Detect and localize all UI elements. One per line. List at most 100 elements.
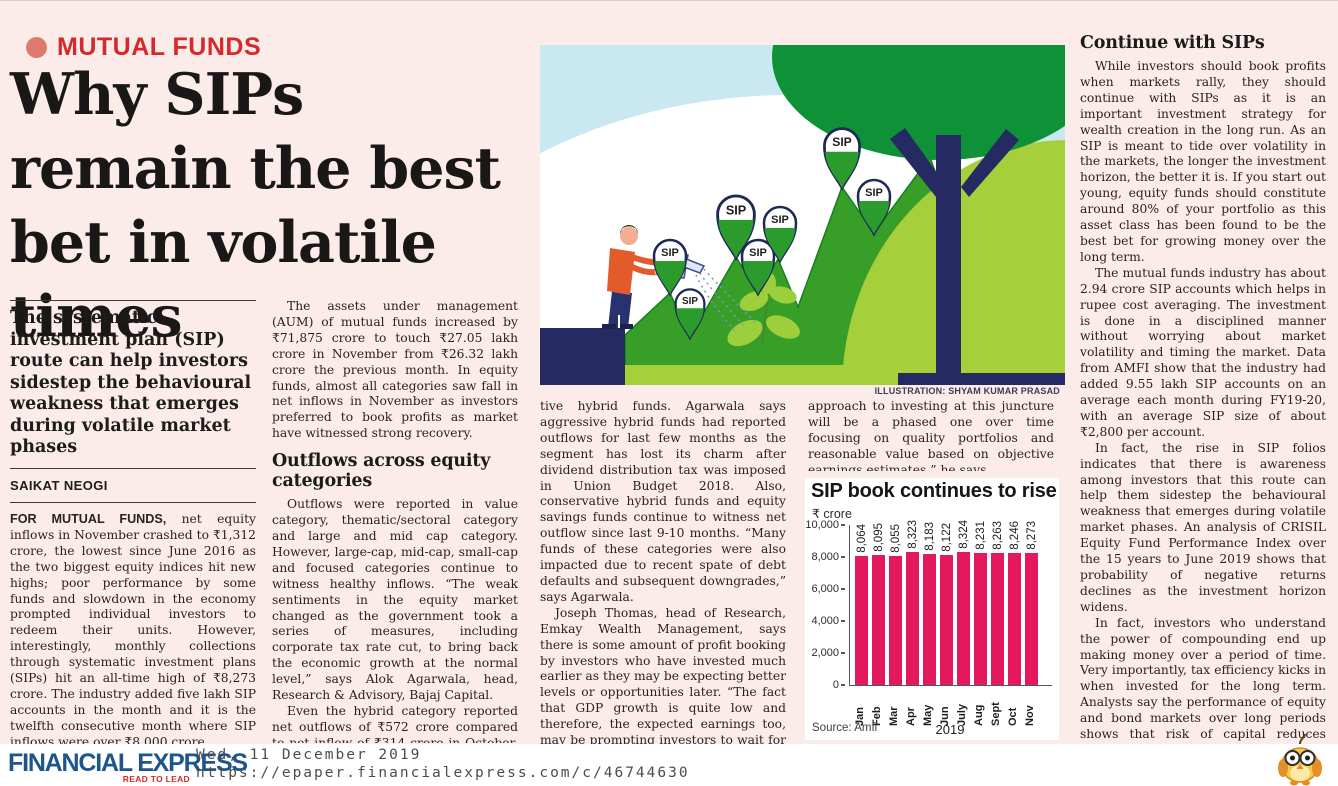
chart-xlabels: Jan Feb Mar Apr May Jun July Aug Sept Oct Nov xyxy=(849,688,1056,726)
chart-bar: 8,231 xyxy=(974,521,987,685)
top-divider xyxy=(0,0,1338,1)
paragraph: The mutual funds industry has about 2.94… xyxy=(1080,265,1326,439)
publication-logo: FINANCIAL EXPRESS READ TO LEAD xyxy=(8,749,248,784)
chart-y-tick: 10,000 xyxy=(805,519,845,531)
chart-bar: 8,263 xyxy=(991,521,1004,685)
platform xyxy=(540,328,625,385)
body-column-3: tive hybrid funds. Agarwala says aggress… xyxy=(540,399,786,745)
divider xyxy=(10,467,256,469)
chart-bar-value: 8,273 xyxy=(1025,521,1038,550)
section-heading: Outflows across equity categories xyxy=(272,451,491,492)
paragraph: The assets under management (AUM) of mut… xyxy=(272,299,518,441)
chart-y-tick: 6,000 xyxy=(811,583,845,595)
chart-bar-value: 8,064 xyxy=(855,524,868,553)
divider xyxy=(10,501,256,503)
body-column-5: Continue with SIPs While investors shoul… xyxy=(1080,33,1326,745)
chart-x-label: Oct xyxy=(1007,707,1019,726)
logo-tagline: READ TO LEAD xyxy=(122,774,190,784)
section-label: MUTUAL FUNDS xyxy=(57,33,262,61)
sip-pin-label: SIP xyxy=(832,135,852,149)
body-column-2: The assets under management (AUM) of mut… xyxy=(272,299,518,743)
illustration: SIP SIP SIP SIP SIP SIP SIP xyxy=(540,45,1065,385)
chart-bar-value: 8,246 xyxy=(1008,521,1021,550)
capture-stamp: Wed, 11 December 2019 https://epaper.fin… xyxy=(196,746,690,782)
water-drops xyxy=(695,268,759,334)
chart-bar-value: 8,324 xyxy=(957,520,970,549)
chart-x-label: Sept xyxy=(990,702,1002,726)
chart-bar: 8,055 xyxy=(889,524,902,685)
body-column-4: approach to investing at this juncture w… xyxy=(808,399,1054,471)
paragraph: approach to investing at this juncture w… xyxy=(808,399,1054,471)
paragraph-text: net equity inflows in November crashed t… xyxy=(10,512,256,744)
chart-title: SIP book continues to rise xyxy=(811,480,1057,502)
chart-bar: 8,064 xyxy=(855,524,868,685)
tree-trunk xyxy=(890,128,1065,385)
chart-bar-value: 8,122 xyxy=(940,523,953,552)
paragraph: In fact, the rise in SIP folios indicate… xyxy=(1080,440,1326,614)
chart-bar: 8,323 xyxy=(906,520,919,685)
chart-bar-value: 8,055 xyxy=(889,524,902,553)
chart-bar: 8,122 xyxy=(940,523,953,685)
chart-bar: 8,246 xyxy=(1008,521,1021,685)
chart-bar-value: 8,323 xyxy=(906,520,919,549)
chart-bar-value: 8,183 xyxy=(923,522,936,551)
chart-x-label: Jan xyxy=(854,707,866,726)
chart-x-label: Jun xyxy=(939,706,951,726)
sip-chart: SIP book continues to rise ₹ crore 10,00… xyxy=(805,478,1059,740)
chart-x-label: July xyxy=(956,703,968,726)
paragraph: Even the hybrid category reported net ou… xyxy=(272,703,518,743)
paragraph: Outflows were reported in value category… xyxy=(272,497,518,703)
sip-pin-label: SIP xyxy=(865,187,883,199)
chart-x-label: Feb xyxy=(871,706,883,726)
chart-x-label: Apr xyxy=(905,707,917,726)
paragraph: In fact, investors who understand the po… xyxy=(1080,615,1326,745)
sip-pin-label: SIP xyxy=(749,247,767,259)
chart-x-label: May xyxy=(922,704,934,726)
owl-mascot-icon[interactable] xyxy=(1274,730,1326,786)
sip-pin-label: SIP xyxy=(682,296,698,307)
footer-bar: FINANCIAL EXPRESS READ TO LEAD Wed, 11 D… xyxy=(0,733,1338,786)
chart-yaxis: 10,000 8,000 6,000 4,000 2,000 0 xyxy=(805,519,847,691)
chart-x-label: Aug xyxy=(973,704,985,726)
chart-bar: 8,095 xyxy=(872,523,885,685)
chart-y-tick: 8,000 xyxy=(811,551,845,563)
chart-bar: 8,273 xyxy=(1025,521,1038,685)
paragraph: Joseph Thomas, head of Research, Emkay W… xyxy=(540,605,786,745)
chart-y-tick: 4,000 xyxy=(811,615,845,627)
byline: SAIKAT NEOGI xyxy=(10,477,108,493)
sip-pin-label: SIP xyxy=(726,203,746,217)
capture-url[interactable]: https://epaper.financialexpress.com/c/46… xyxy=(196,765,690,781)
chart-bar: 8,183 xyxy=(923,522,936,685)
chart-bar: 8,324 xyxy=(957,520,970,685)
sapling xyxy=(727,272,800,347)
chart-plot-area: 8,064 8,095 8,055 8,323 8,183 8,122 8,324 8,231… xyxy=(849,520,1052,686)
sip-pins: SIP SIP SIP SIP SIP SIP SIP xyxy=(652,127,892,341)
divider xyxy=(10,300,256,301)
illustration-credit: ILLUSTRATION: SHYAM KUMAR PRASAD xyxy=(874,386,1060,396)
article-headline: Why SIPs remain the best bet in volatile… xyxy=(10,61,501,350)
chart-bar-value: 8,263 xyxy=(991,521,1004,550)
standfirst: The systematic investment plan (SIP) rou… xyxy=(10,308,252,457)
chart-bar-value: 8,095 xyxy=(872,523,885,552)
sip-pin-label: SIP xyxy=(771,214,789,226)
chart-bars: 8,064 8,095 8,055 8,323 8,183 8,122 8,324 8,231… xyxy=(850,520,1052,685)
lead-in: FOR MUTUAL FUNDS, xyxy=(10,512,167,526)
chart-bar-value: 8,231 xyxy=(974,521,987,550)
section-heading: Continue with SIPs xyxy=(1080,33,1265,53)
section-kicker: MUTUAL FUNDS xyxy=(26,33,261,62)
chart-source: Source: Amfi xyxy=(812,722,878,734)
chart-year-label: 2019 xyxy=(935,722,965,737)
paragraph: FOR MUTUAL FUNDS, net equity inflows in … xyxy=(10,512,256,744)
paragraph: While investors should book profits when… xyxy=(1080,59,1326,264)
bullet-dot-icon xyxy=(26,37,47,58)
chart-unit-label: ₹ crore xyxy=(812,507,852,521)
paragraph: tive hybrid funds. Agarwala says aggress… xyxy=(540,399,786,604)
chart-x-label: Mar xyxy=(888,706,900,726)
standfirst-block: The systematic investment plan (SIP) rou… xyxy=(10,300,256,503)
chart-x-label: Nov xyxy=(1024,705,1036,726)
capture-date: Wed, 11 December 2019 xyxy=(196,747,422,763)
body-column-1: FOR MUTUAL FUNDS, net equity inflows in … xyxy=(10,512,256,744)
sip-pin-label: SIP xyxy=(661,247,679,259)
chart-y-tick: 0 xyxy=(833,679,845,691)
